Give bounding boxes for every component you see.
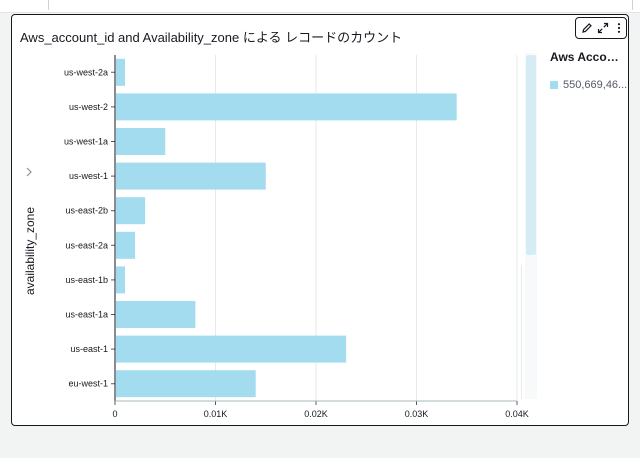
bar [116, 370, 256, 398]
bar [116, 301, 196, 328]
bar [116, 162, 266, 190]
legend-item[interactable]: 550,669,46... [550, 79, 628, 91]
x-tick-label: 0 [112, 409, 117, 419]
y-tick-label: us-east-2b [65, 206, 108, 216]
y-tick-label: eu-west-1 [68, 379, 108, 389]
y-tick-label: us-west-1 [69, 171, 108, 181]
bar [116, 197, 146, 225]
bar [116, 266, 126, 294]
expand-icon[interactable] [595, 20, 611, 36]
y-tick-label: us-west-2a [64, 67, 108, 77]
chevron-right-icon[interactable] [23, 165, 35, 177]
y-tick-label: us-east-1b [65, 275, 108, 285]
bar [116, 335, 347, 363]
legend-title: Aws Accoun... [550, 50, 626, 64]
bar-chart: 0 0.01K 0.02K 0.03K 0.04K us-west-2a us-west-2… [64, 55, 529, 419]
x-tick-label: 0.02K [304, 409, 328, 419]
top-strip [0, 0, 640, 13]
y-tick-label: us-east-1a [65, 310, 108, 320]
chart-scrollbar-thumb[interactable] [526, 55, 536, 255]
y-tick-label: us-east-2a [65, 240, 108, 250]
more-vertical-icon[interactable] [611, 20, 627, 36]
y-tick-label: us-east-1 [70, 344, 108, 354]
strip-divider [632, 0, 633, 10]
visual-card[interactable]: Aws_account_id and Availability_zone による… [11, 14, 629, 426]
y-tick-label: us-west-2 [69, 102, 108, 112]
x-tick-label: 0.04K [505, 409, 529, 419]
visual-title: Aws_account_id and Availability_zone による… [20, 30, 403, 45]
legend-item-label: 550,669,46... [563, 79, 628, 91]
bar [116, 128, 166, 155]
bar [116, 93, 457, 121]
pencil-icon[interactable] [579, 20, 595, 36]
scroll-divider [521, 265, 522, 399]
visual-toolbar [575, 17, 627, 39]
x-tick-label: 0.01K [204, 409, 228, 419]
y-tick-label: us-west-1a [64, 137, 108, 147]
strip-divider [48, 0, 49, 10]
bar [116, 231, 136, 259]
x-tick-label: 0.03K [405, 409, 429, 419]
bar [116, 58, 126, 86]
legend-swatch [550, 81, 558, 89]
